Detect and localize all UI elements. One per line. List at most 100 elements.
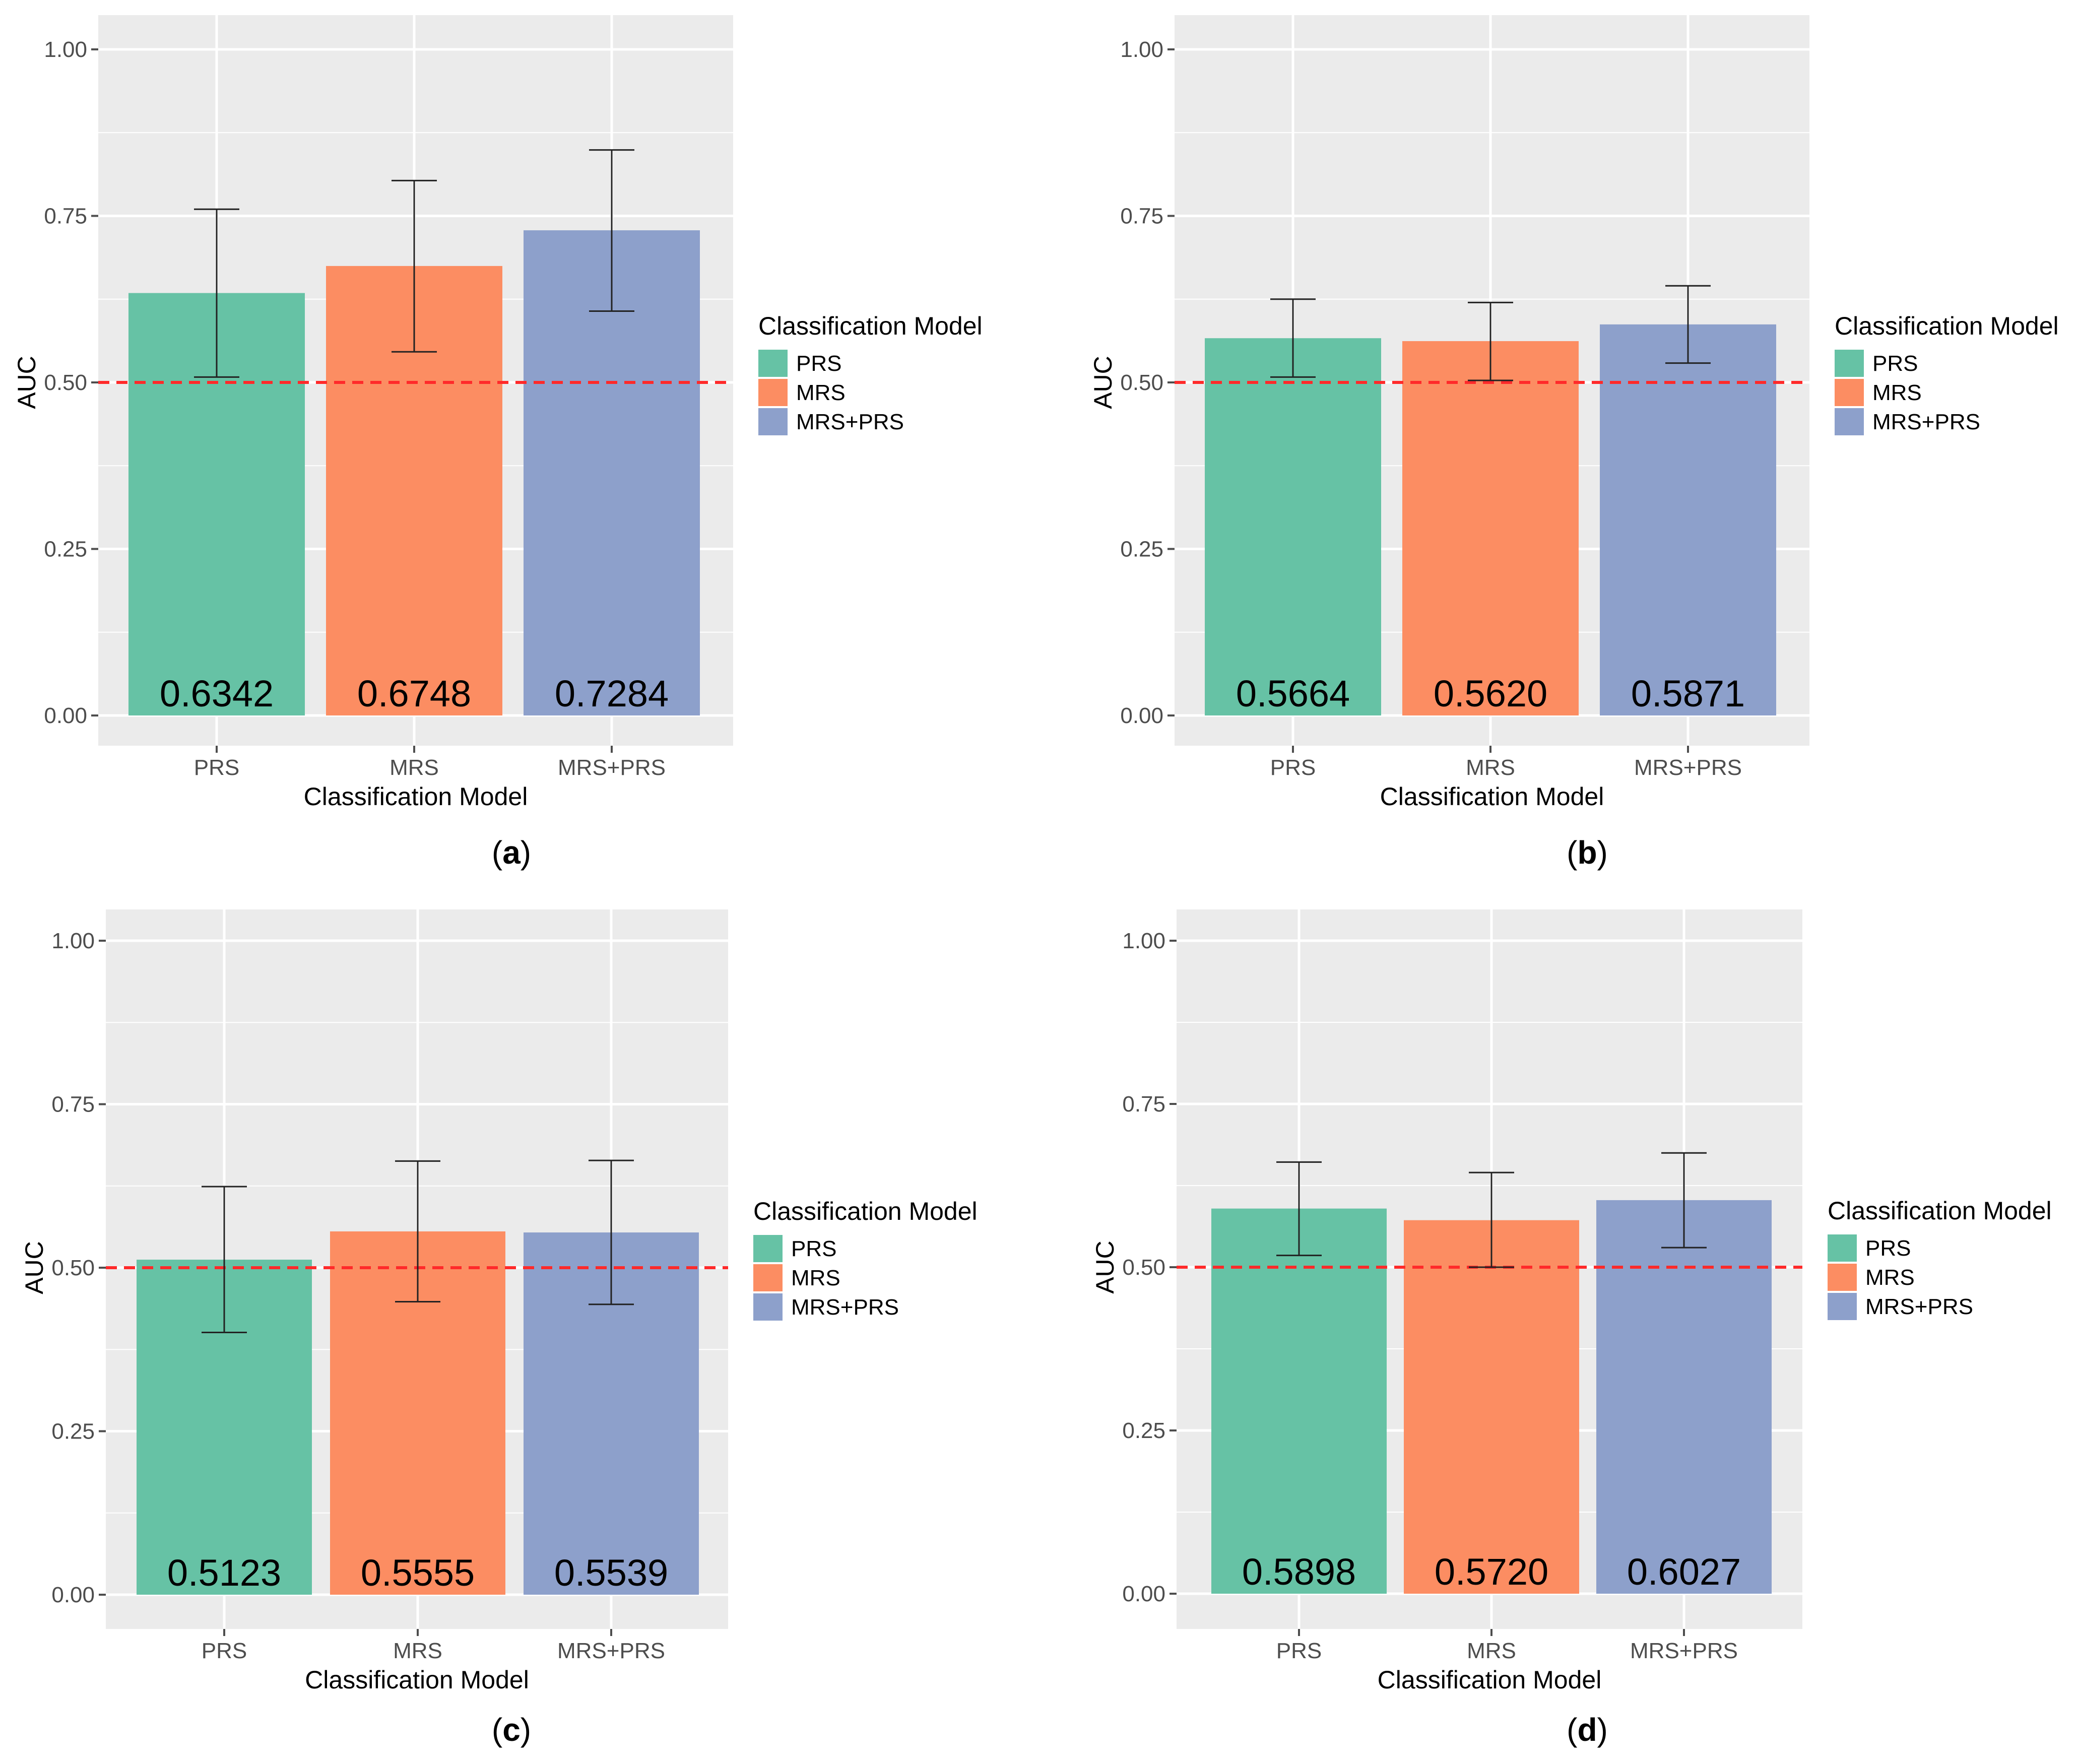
error-bar: [1270, 298, 1316, 378]
data-label: 0.5555: [361, 1552, 475, 1594]
legend-key: [1835, 379, 1864, 406]
x-tick-label: PRS: [1270, 755, 1316, 780]
y-tick-label: 0.75: [44, 204, 87, 229]
panel-caption: (b): [1567, 834, 1608, 871]
legend-key: [758, 408, 788, 435]
data-label: 0.6027: [1627, 1551, 1741, 1593]
data-label: 0.6748: [357, 673, 471, 714]
bar-prs: [1211, 1208, 1387, 1594]
x-axis-title: Classification Model: [304, 782, 528, 811]
x-tick-label: MRS: [1466, 755, 1515, 780]
x-axis-title: Classification Model: [305, 1666, 529, 1694]
data-label: 0.5898: [1242, 1551, 1356, 1593]
error-bar: [194, 208, 239, 378]
data-label: 0.5620: [1434, 673, 1547, 714]
legend-key: [1835, 408, 1864, 435]
y-tick-label: 0.00: [44, 703, 87, 728]
error-bar: [1468, 301, 1513, 381]
chart-panel-d: 0.00 0.25 0.50 0.75 1.00 0.5898 0.5720 0.6027 PR…: [1091, 909, 2052, 1748]
y-tick-label: 0.00: [1122, 1582, 1165, 1606]
y-tick-label: 0.50: [1120, 370, 1163, 395]
legend-label: MRS+PRS: [796, 410, 904, 434]
error-bar: [1469, 1171, 1514, 1268]
legend-label: PRS: [796, 351, 841, 376]
panel-caption: (d): [1567, 1712, 1608, 1748]
x-tick-label: MRS+PRS: [1630, 1639, 1738, 1663]
legend-title: Classification Model: [1828, 1197, 2052, 1225]
chart-panel-a: 0.00 0.25 0.50 0.75 1.00 0.6342 0.6748 0.7284 PR…: [13, 15, 983, 871]
legend-label: MRS+PRS: [1865, 1294, 1973, 1319]
legend-key: [1828, 1264, 1857, 1291]
y-tick-label: 0.75: [51, 1092, 95, 1117]
legend: Classification Model PRS MRS MRS+PRS: [1835, 312, 2059, 435]
x-tick-label: MRS: [389, 755, 439, 780]
y-axis-title: AUC: [1091, 1240, 1119, 1294]
legend-key: [753, 1264, 783, 1291]
y-tick-label: 1.00: [51, 929, 95, 953]
x-axis-title: Classification Model: [1378, 1666, 1602, 1694]
data-label: 0.5123: [167, 1552, 281, 1594]
y-axis-title: AUC: [13, 356, 41, 409]
error-bar: [589, 149, 634, 312]
legend-label: MRS+PRS: [791, 1295, 899, 1320]
bar-mrs-plus-prs: [1600, 324, 1776, 715]
y-tick-label: 0.25: [51, 1419, 95, 1444]
data-label: 0.5539: [554, 1552, 668, 1594]
data-label: 0.6342: [160, 673, 274, 714]
legend-key: [1835, 350, 1864, 377]
x-tick-label: MRS+PRS: [557, 1639, 665, 1663]
legend-key: [753, 1293, 783, 1321]
y-axis-title: AUC: [20, 1241, 48, 1294]
y-tick-label: 1.00: [1122, 929, 1165, 953]
x-tick-label: PRS: [1276, 1639, 1322, 1663]
y-tick-label: 0.50: [1122, 1255, 1165, 1280]
error-bar: [395, 1160, 440, 1302]
legend-label: MRS: [796, 380, 846, 405]
y-tick-label: 0.75: [1122, 1092, 1165, 1117]
chart-panel-b: 0.00 0.25 0.50 0.75 1.00 0.5664 0.5620 0.5871 PR…: [1089, 15, 2059, 871]
error-bar: [392, 179, 437, 353]
data-label: 0.7284: [555, 673, 669, 714]
y-axis-title: AUC: [1089, 356, 1117, 409]
legend-title: Classification Model: [758, 312, 983, 340]
legend: Classification Model PRS MRS MRS+PRS: [1828, 1197, 2052, 1320]
error-bar: [1661, 1152, 1707, 1249]
y-tick-label: 0.00: [1120, 703, 1163, 728]
chart-panel-c: 0.00 0.25 0.50 0.75 1.00 0.5123 0.5555 0.5539 PR…: [20, 909, 978, 1748]
x-tick-label: MRS: [1467, 1639, 1516, 1663]
y-tick-label: 0.25: [44, 537, 87, 562]
bar-mrs: [1402, 341, 1579, 715]
y-tick-label: 1.00: [1120, 37, 1163, 62]
legend-title: Classification Model: [753, 1197, 978, 1225]
legend: Classification Model PRS MRS MRS+PRS: [753, 1197, 978, 1321]
x-axis-title: Classification Model: [1380, 782, 1604, 811]
panel-caption: (a): [492, 834, 531, 871]
panel-caption: (c): [492, 1712, 531, 1748]
y-tick-label: 0.00: [51, 1583, 95, 1607]
data-label: 0.5720: [1435, 1551, 1548, 1593]
x-tick-label: MRS+PRS: [558, 755, 666, 780]
error-bar: [589, 1159, 634, 1305]
legend-label: MRS: [791, 1266, 840, 1290]
data-label: 0.5664: [1236, 673, 1350, 714]
legend-label: MRS+PRS: [1872, 410, 1980, 434]
y-tick-label: 0.75: [1120, 204, 1163, 229]
legend-label: PRS: [1872, 351, 1918, 376]
legend-label: MRS: [1872, 380, 1922, 405]
legend-key: [758, 350, 788, 377]
y-tick-label: 0.25: [1120, 537, 1163, 562]
y-tick-label: 0.50: [51, 1256, 95, 1280]
bar-mrs-plus-prs: [1596, 1200, 1772, 1594]
x-tick-label: MRS: [393, 1639, 442, 1663]
error-bar: [202, 1186, 247, 1334]
y-tick-label: 0.25: [1122, 1418, 1165, 1443]
y-tick-label: 0.50: [44, 370, 87, 395]
y-tick-label: 1.00: [44, 37, 87, 62]
legend-key: [1828, 1234, 1857, 1262]
x-tick-label: MRS+PRS: [1634, 755, 1742, 780]
error-bar: [1665, 285, 1711, 364]
legend-title: Classification Model: [1835, 312, 2059, 340]
bar-mrs: [1404, 1220, 1579, 1594]
legend-key: [1828, 1293, 1857, 1320]
error-bar: [1276, 1161, 1322, 1257]
